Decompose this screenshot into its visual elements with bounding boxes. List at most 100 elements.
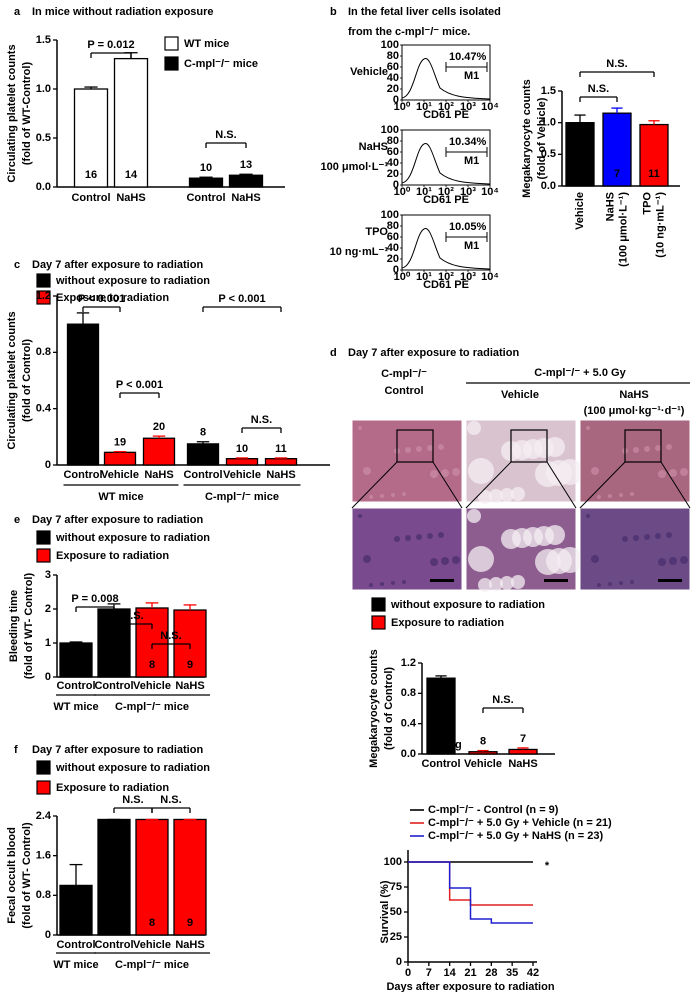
panel-title: Day 7 after exposure to radiation (32, 259, 203, 271)
micrograph-texture (489, 577, 503, 591)
micrograph-texture (380, 494, 384, 498)
histogram-y-tick-label: 20 (387, 253, 399, 265)
significance-label: N.S. (215, 129, 236, 141)
y-tick-label: 0.5 (541, 148, 556, 160)
x-tick-label: Vehicle (133, 939, 171, 951)
micrograph-texture (680, 556, 688, 564)
significance-label: P < 0.001 (78, 293, 125, 305)
n-label: 6 (111, 917, 117, 929)
legend-label: C-mpl⁻/⁻ + 5.0 Gy + Vehicle (n = 21) (428, 817, 612, 829)
histogram-y-tick-label: 80 (387, 135, 399, 147)
y-tick-label: 25 (390, 931, 402, 943)
micrograph-texture (666, 444, 672, 450)
x-tick-label: Vehicle (133, 680, 171, 692)
legend-label: without exposure to radiation (55, 762, 210, 774)
micrograph-texture (438, 444, 444, 450)
y-tick-label: 50 (390, 906, 402, 918)
histogram-y-tick-label: 80 (387, 220, 399, 232)
histogram-curve (401, 228, 491, 270)
n-label: 8 (149, 659, 155, 671)
x-tick-label: 14 (444, 967, 457, 979)
zoom-line (465, 461, 512, 509)
panel-title: Day 7 after exposure to radiation (32, 744, 203, 756)
significance-label: N.S. (588, 83, 609, 95)
legend-label: C-mpl⁻/⁻ + 5.0 Gy + NaHS (n = 23) (428, 830, 603, 842)
y-tick-label: 1.2 (401, 657, 416, 669)
x-tick-label: Control (186, 192, 225, 204)
micrograph-texture (380, 582, 384, 586)
micrograph-texture (441, 469, 449, 477)
histogram-x-tick-label: 10¹ (416, 101, 432, 113)
micrograph-texture (608, 494, 612, 498)
y-tick-label: 0.0 (36, 181, 51, 193)
legend-swatch (36, 548, 51, 563)
y-tick-label: 3 (45, 569, 51, 581)
column-header: NaHS (619, 389, 648, 401)
micrograph-texture (394, 536, 400, 542)
micrograph-texture (369, 583, 373, 587)
n-label: 19 (114, 437, 126, 449)
significance-label: * (545, 860, 550, 872)
histogram-y-tick-label: 40 (387, 242, 399, 254)
histogram-y-tick-label: 20 (387, 83, 399, 95)
histogram-x-tick-label: 10⁰ (394, 101, 411, 113)
panel-letter: b (330, 6, 337, 18)
micrograph-texture (545, 525, 565, 545)
micrograph-texture (557, 547, 583, 573)
y-tick-label: 1.2 (36, 290, 51, 302)
zoom-line (432, 461, 463, 509)
legend-swatch (36, 290, 51, 305)
histogram-x-tick-label: 10² (438, 101, 454, 113)
column-header: Vehicle (501, 389, 539, 401)
micrograph-texture (619, 581, 623, 585)
x-tick-label: NaHS (175, 939, 204, 951)
legend-label: without exposure to radiation (55, 275, 210, 287)
bar (142, 437, 176, 466)
micrograph-texture (430, 558, 438, 566)
histogram-x-tick-label: 10⁴ (481, 186, 499, 198)
micrograph-texture (402, 580, 406, 584)
x-tick-label: NaHS (144, 469, 173, 481)
group-label: C-mpl⁻/⁻ mice (115, 701, 189, 713)
zoom-line (546, 461, 577, 509)
micrograph-texture (391, 493, 395, 497)
micrograph-texture (644, 534, 650, 540)
legend-label: Exposure to radiation (56, 782, 169, 794)
gate-label: M1 (464, 70, 479, 82)
group-label: WT mice (53, 701, 98, 713)
significance-label: N.S. (606, 58, 627, 70)
micrograph (579, 419, 691, 503)
micrograph-texture (468, 546, 494, 572)
group-label: WT mice (53, 959, 98, 971)
micrograph-texture (402, 492, 406, 496)
micrograph-texture (633, 447, 639, 453)
bar (135, 607, 169, 678)
panel-title: Day 7 after exposure to radiation (32, 514, 203, 526)
micrograph-texture (658, 470, 666, 478)
micrograph-texture (500, 576, 514, 590)
y-axis-label: Circulating platelet counts (6, 44, 18, 182)
micrograph-texture (608, 582, 612, 586)
y-tick-label: 0 (396, 956, 402, 968)
y-axis-label: Survival (%) (379, 880, 391, 943)
x-tick-label: 42 (527, 967, 539, 979)
bar (468, 751, 498, 755)
n-label: 6 (438, 736, 444, 748)
significance-label: P < 0.001 (116, 379, 163, 391)
histogram-x-tick-label: 10⁰ (394, 271, 411, 283)
gate-percent: 10.34% (449, 136, 487, 148)
n-label: 14 (125, 169, 138, 181)
y-tick-label: 0 (45, 459, 51, 471)
micrograph-texture (478, 490, 492, 504)
x-tick-label: Control (63, 469, 102, 481)
micrograph-texture (438, 532, 444, 538)
x-tick-label: NaHS (116, 192, 145, 204)
micrograph-texture (427, 533, 433, 539)
y-tick-label: 75 (390, 881, 402, 893)
legend-label: without exposure to radiation (390, 599, 545, 611)
x-tick-label: (10 ng·mL⁻¹) (654, 192, 666, 258)
y-tick-label: 0 (45, 929, 51, 941)
x-tick-label: Control (421, 758, 460, 770)
micrograph-texture (358, 514, 362, 518)
zoom-box (510, 429, 548, 463)
